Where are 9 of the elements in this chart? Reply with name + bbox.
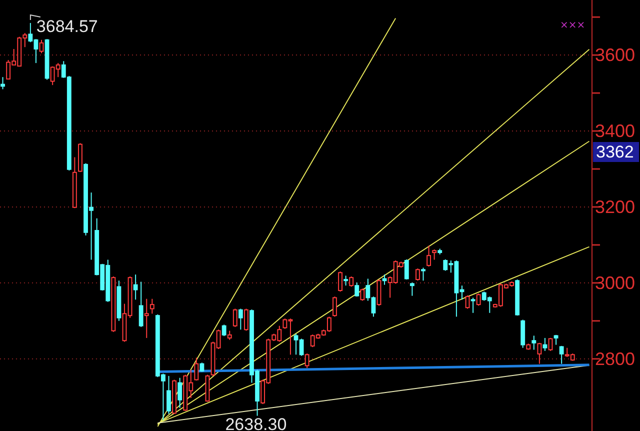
annotation: 2638.30 <box>225 415 287 431</box>
text: 3362 <box>596 142 634 162</box>
y-tick-label: 3000 <box>595 272 636 293</box>
annotation: 3684.57 <box>36 16 98 36</box>
y-tick-label: 2800 <box>595 348 636 369</box>
y-tick-label: 3400 <box>595 121 636 142</box>
y-tick-label: 3200 <box>595 196 636 217</box>
annotation: ××× <box>560 20 586 31</box>
y-tick-label: 3600 <box>595 45 636 66</box>
